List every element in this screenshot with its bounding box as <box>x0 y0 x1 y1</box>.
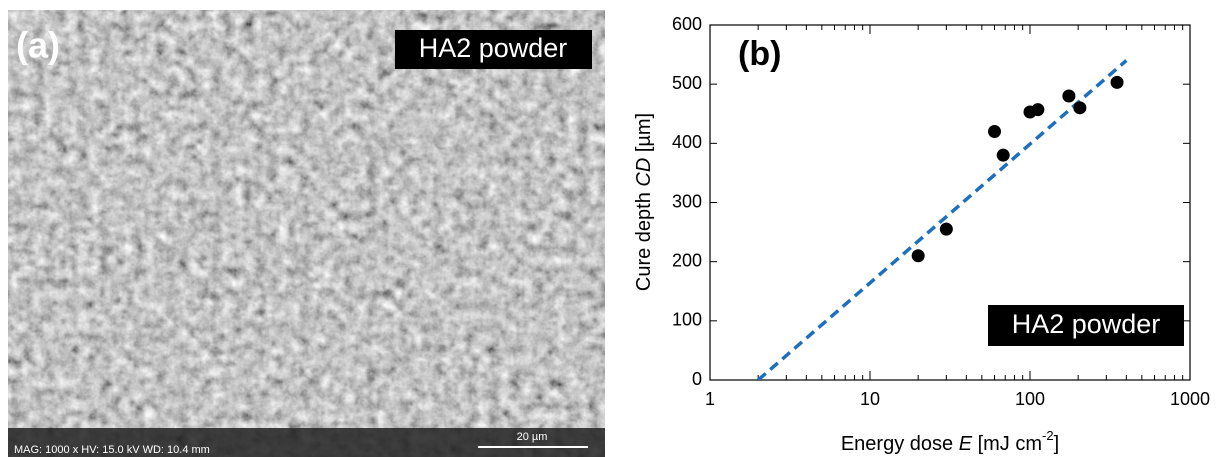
scale-label: 20 µm <box>517 431 548 443</box>
figure: (a) HA2 powder MAG: 1000 x HV: 15.0 kV W… <box>0 0 1231 457</box>
panel-label: (b) <box>738 35 781 73</box>
x-tick-label: 1000 <box>1170 389 1210 409</box>
data-point <box>1031 103 1044 116</box>
y-tick-label: 400 <box>672 132 702 152</box>
chart: (b) HA2 powder Energy dose E [mJ cm-2] C… <box>633 14 1210 456</box>
tag: HA2 powder <box>419 33 568 63</box>
x-tick-label: 100 <box>1015 389 1045 409</box>
data-point <box>1111 76 1124 89</box>
y-label-part: [µm] <box>633 113 655 158</box>
data-point <box>997 149 1010 162</box>
y-label-part: CD <box>633 158 655 187</box>
y-axis-label: Cure depth CD [µm] <box>633 113 655 291</box>
x-label-part: ] <box>1054 433 1060 455</box>
x-label-part: Energy dose <box>841 433 959 455</box>
y-tick-label: 0 <box>692 369 702 389</box>
x-axis-label: Energy dose E [mJ cm-2] <box>841 428 1059 455</box>
data-point <box>988 125 1001 138</box>
x-label-part: E <box>959 433 973 455</box>
data-point <box>940 223 953 236</box>
y-tick-label: 300 <box>672 191 702 211</box>
sem-image <box>8 10 605 457</box>
x-label-part: [mJ cm <box>972 433 1042 455</box>
x-tick-label: 10 <box>860 389 880 409</box>
data-point <box>1062 90 1075 103</box>
y-tick-label: 100 <box>672 310 702 330</box>
info-text: MAG: 1000 x HV: 15.0 kV WD: 10.4 mm <box>14 444 210 456</box>
sem-panel: (a) HA2 powder MAG: 1000 x HV: 15.0 kV W… <box>8 10 605 457</box>
panel-label: (a) <box>16 25 60 66</box>
y-tick-label: 500 <box>672 73 702 93</box>
y-label-part: Cure depth <box>633 187 655 292</box>
annotation: HA2 powder <box>1012 309 1161 339</box>
x-tick-label: 1 <box>705 389 715 409</box>
data-point <box>1073 101 1086 114</box>
x-label-part: -2 <box>1042 428 1054 443</box>
data-point <box>912 249 925 262</box>
y-tick-label: 600 <box>672 14 702 34</box>
y-tick-label: 200 <box>672 250 702 270</box>
page: (a) HA2 powder MAG: 1000 x HV: 15.0 kV W… <box>0 0 1231 457</box>
